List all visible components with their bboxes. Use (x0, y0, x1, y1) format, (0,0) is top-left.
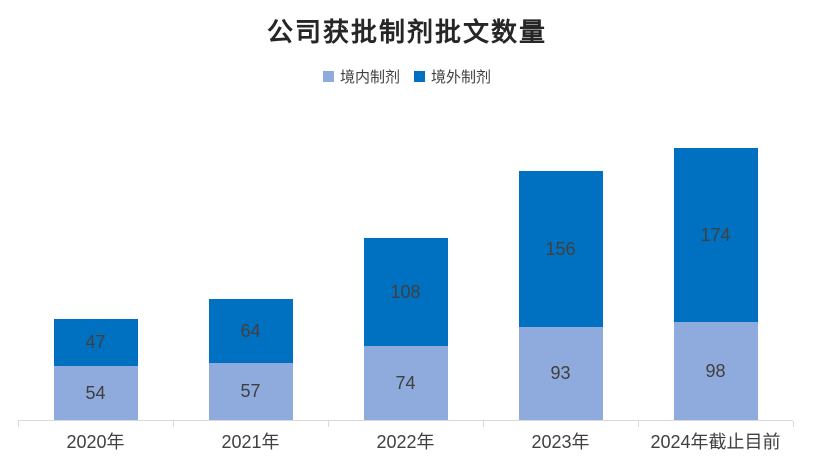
x-axis-label-0: 2020年 (66, 432, 125, 452)
chart-title: 公司获批制剂批文数量 (266, 17, 547, 47)
x-axis-tick (638, 421, 639, 427)
legend-label: 境内制剂 (339, 69, 400, 86)
x-axis-tick (483, 421, 484, 427)
bar-segment-series0-cat3: 93 (518, 327, 603, 420)
bar-segment-series1-cat4: 174 (673, 148, 758, 322)
data-label: 54 (85, 382, 106, 403)
x-axis-tick (18, 421, 19, 427)
x-axis-label-3: 2023年 (531, 432, 590, 452)
x-axis-tick (328, 421, 329, 427)
x-axis-tick (793, 421, 794, 427)
bar-segment-series0-cat4: 98 (673, 322, 758, 420)
x-axis-label-4: 2024年截止目前 (650, 432, 781, 452)
legend-label: 境外制剂 (431, 69, 492, 86)
data-label: 74 (395, 372, 416, 393)
data-label: 108 (390, 281, 421, 302)
data-label: 98 (705, 360, 726, 381)
data-label: 57 (240, 381, 261, 401)
legend-marker-icon (414, 71, 425, 82)
x-axis-line (18, 420, 793, 421)
legend-item-1: 境外制剂 (414, 66, 491, 87)
data-label: 93 (550, 363, 571, 383)
bar-segment-series1-cat3: 156 (518, 171, 603, 327)
bar-segment-series1-cat1: 64 (208, 299, 293, 363)
bar-segment-series0-cat2: 74 (363, 346, 448, 420)
data-label: 174 (700, 224, 731, 245)
data-label: 156 (545, 238, 576, 259)
x-axis-tick (173, 421, 174, 427)
legend-marker-icon (322, 71, 334, 82)
bar-segment-series0-cat0: 54 (53, 366, 138, 420)
bar-segment-series1-cat0: 47 (53, 319, 138, 366)
data-label: 64 (240, 320, 261, 341)
bar-segment-series0-cat1: 57 (208, 363, 293, 420)
x-axis-label-1: 2021年 (221, 432, 280, 452)
x-axis-labels: 2020年 2021年 2022年 2023年 2024年截止目前 (18, 428, 793, 454)
data-label: 47 (85, 332, 106, 352)
legend: 境内制剂 境外制剂 (0, 66, 814, 87)
bar-segment-series1-cat2: 108 (363, 238, 448, 346)
x-axis-label-2: 2022年 (376, 432, 435, 452)
plot-area: 54 47 57 64 74 108 93 156 98 174 (18, 120, 794, 427)
legend-item-0: 境内制剂 (322, 66, 400, 87)
